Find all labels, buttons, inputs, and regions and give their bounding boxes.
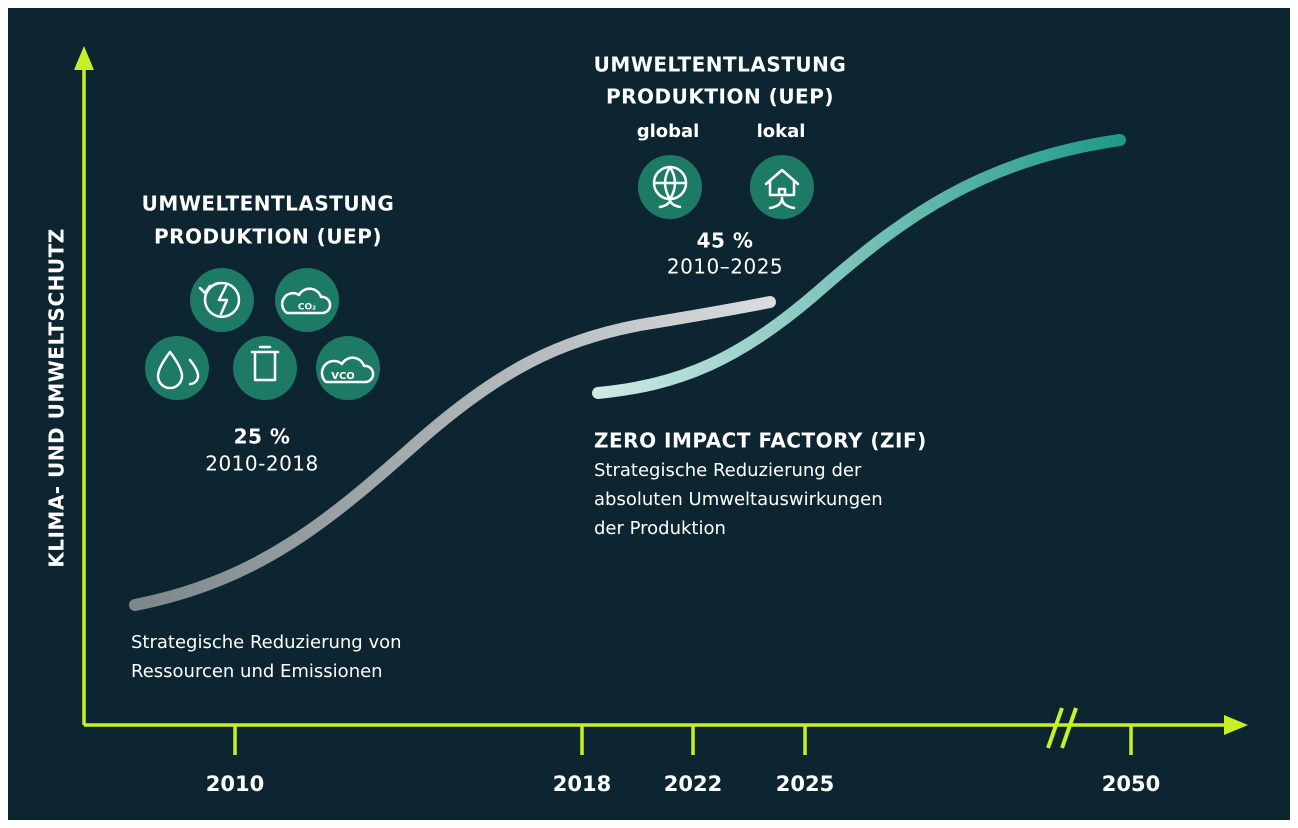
icon-text: VCO: [331, 371, 355, 382]
uep-percent: 25 %: [234, 425, 291, 449]
uep-title: PRODUKTION (UEP): [154, 225, 382, 249]
uep-title: PRODUKTION (UEP): [606, 85, 834, 109]
zif-description: Strategische Reduzierung der: [594, 460, 862, 481]
uep-title: UMWELTENTLASTUNG: [142, 192, 395, 216]
uep-icons: [638, 155, 814, 219]
uep-description: Ressourcen und Emissionen: [131, 661, 383, 682]
uep-period: 2010-2018: [205, 452, 319, 476]
zif-curve: [592, 134, 1126, 399]
x-axis-label: 2018: [553, 772, 611, 796]
uep-description: Strategische Reduzierung von: [131, 632, 402, 653]
x-axis-label: 2025: [776, 772, 834, 796]
zif-description: der Produktion: [594, 518, 726, 539]
uep-period: 2010–2025: [667, 255, 783, 279]
icon-text: CO₂: [298, 303, 316, 313]
icon-label: lokal: [757, 121, 806, 142]
y-axis-label: KLIMA- UND UMWELTSCHUTZ: [45, 228, 69, 568]
uep-percent: 45 %: [697, 229, 754, 253]
zif-description: absoluten Umweltauswirkungen: [594, 489, 883, 510]
uep-curve: [129, 296, 776, 611]
axes: [74, 46, 1248, 755]
x-axis-label: 2022: [664, 772, 722, 796]
x-axis-label: 2010: [206, 772, 264, 796]
zif-title: ZERO IMPACT FACTORY (ZIF): [594, 429, 927, 453]
uep-icons: [145, 268, 380, 400]
icon-label: global: [637, 121, 700, 142]
x-axis-label: 2050: [1102, 772, 1160, 796]
uep-title: UMWELTENTLASTUNG: [594, 53, 847, 77]
